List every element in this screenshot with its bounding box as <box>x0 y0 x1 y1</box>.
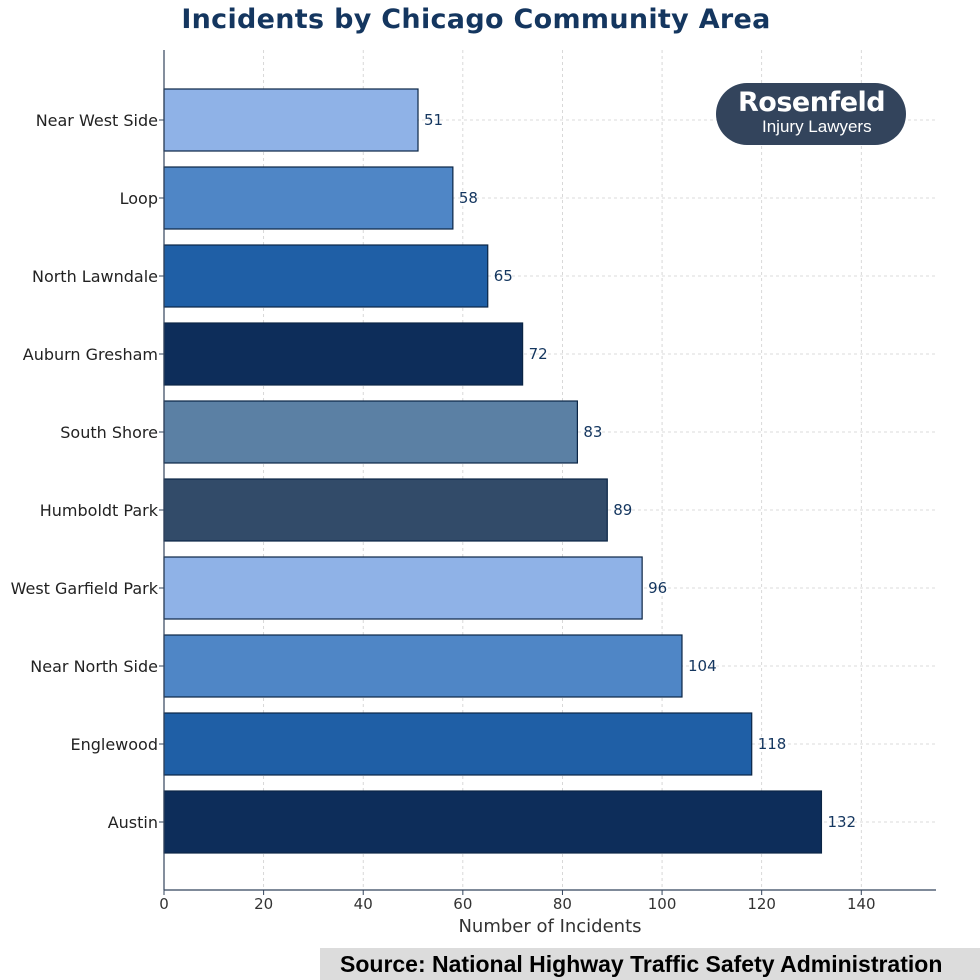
x-tick-label: 20 <box>254 895 273 913</box>
x-tick-label: 140 <box>847 895 876 913</box>
bar-near-west-side <box>163 88 419 152</box>
bars <box>163 88 823 854</box>
value-label: 58 <box>459 189 478 207</box>
bar-near-north-side <box>163 634 683 698</box>
x-tick-label: 80 <box>553 895 572 913</box>
bar-auburn-gresham <box>163 322 524 386</box>
category-label: South Shore <box>60 423 158 442</box>
bar-west-garfield-park <box>163 556 643 620</box>
category-label: North Lawndale <box>32 267 158 286</box>
x-tick-label: 120 <box>747 895 776 913</box>
bar-north-lawndale <box>163 244 489 308</box>
source-note: Source: National Highway Traffic Safety … <box>320 948 980 980</box>
value-label: 83 <box>583 423 602 441</box>
bar-humboldt-park <box>163 478 608 542</box>
x-tick-label: 40 <box>354 895 373 913</box>
logo-tagline-text: Injury Lawyers <box>762 117 872 136</box>
value-label: 118 <box>758 735 787 753</box>
category-label: Near West Side <box>36 111 158 130</box>
x-tick-label: 0 <box>159 895 169 913</box>
bar-south-shore <box>163 400 578 464</box>
axes <box>163 50 936 891</box>
value-label: 132 <box>827 813 856 831</box>
bar-englewood <box>163 712 753 776</box>
bar-loop <box>163 166 454 230</box>
value-label: 89 <box>613 501 632 519</box>
value-label: 72 <box>529 345 548 363</box>
bar-chart: 0 20 40 60 80 100 120 140 Near West Side 51 Loop 58… <box>11 50 936 937</box>
chart-title: Incidents by Chicago Community Area <box>181 4 771 35</box>
category-label: Auburn Gresham <box>23 345 158 364</box>
category-label: Austin <box>108 813 158 832</box>
category-label: Loop <box>120 189 158 208</box>
logo-badge: Rosenfeld Injury Lawyers <box>716 83 906 145</box>
logo-brand-text: Rosenfeld <box>738 87 886 118</box>
category-label: West Garfield Park <box>11 579 159 598</box>
value-label: 65 <box>494 267 513 285</box>
value-label: 96 <box>648 579 667 597</box>
labels: 0 20 40 60 80 100 120 140 Near West Side 51 Loop 58… <box>11 111 876 913</box>
category-label: Englewood <box>70 735 158 754</box>
x-tick-label: 60 <box>453 895 472 913</box>
category-label: Near North Side <box>30 657 158 676</box>
value-label: 104 <box>688 657 717 675</box>
x-axis-title: Number of Incidents <box>458 916 641 937</box>
value-label: 51 <box>424 111 443 129</box>
bar-austin <box>163 790 823 854</box>
category-label: Humboldt Park <box>40 501 159 520</box>
x-tick-label: 100 <box>648 895 677 913</box>
